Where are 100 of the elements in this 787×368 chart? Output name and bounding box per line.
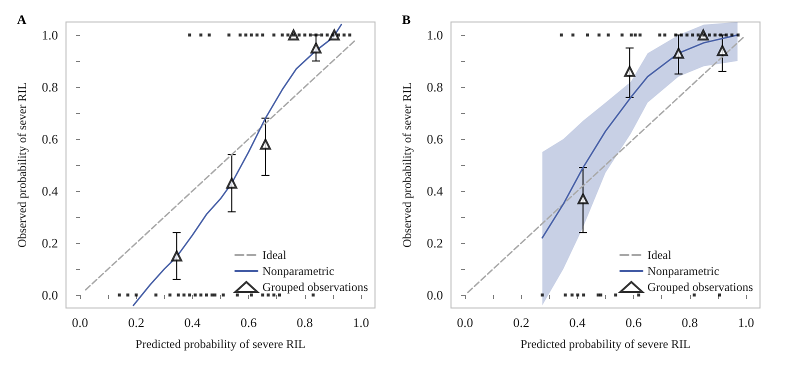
point <box>620 34 624 36</box>
point <box>134 294 138 296</box>
point <box>638 34 642 36</box>
point <box>714 34 717 36</box>
point <box>718 294 722 296</box>
point <box>261 294 264 296</box>
y-tick-label: 1.0 <box>42 28 58 42</box>
point <box>310 42 322 54</box>
y-axis-title: Observed probability of sever RIL <box>400 82 414 248</box>
point <box>208 34 211 36</box>
y-tick-label: 0.8 <box>42 80 58 94</box>
point <box>564 294 567 296</box>
y-tick-label: 0.8 <box>426 80 443 94</box>
point <box>168 294 172 296</box>
legend-label: Nonparametric <box>262 264 334 278</box>
point <box>730 34 734 36</box>
y-tick-label: 0.6 <box>426 132 444 146</box>
line-series <box>542 34 738 239</box>
point <box>256 34 259 36</box>
point <box>204 294 208 296</box>
x-tick-label: 0.2 <box>128 315 144 330</box>
point <box>303 34 306 36</box>
x-tick-label: 0.8 <box>682 315 698 330</box>
point <box>261 34 264 36</box>
point <box>673 48 684 59</box>
y-axis-title: Observed probability of sever RIL <box>15 82 29 248</box>
x-tick-label: 0.4 <box>184 315 202 330</box>
point <box>188 34 192 36</box>
point <box>272 34 276 36</box>
point <box>250 294 253 296</box>
x-tick-label: 0.2 <box>513 315 530 330</box>
point <box>571 34 574 36</box>
point <box>663 34 666 36</box>
x-tick-label: 1.0 <box>352 315 370 330</box>
point <box>236 294 239 296</box>
point <box>199 294 202 296</box>
point <box>624 66 636 77</box>
point <box>278 294 281 296</box>
point <box>599 294 602 296</box>
x-tick-label: 0.6 <box>625 315 642 330</box>
point <box>213 294 216 296</box>
point <box>637 294 640 296</box>
x-tick-label: 0.0 <box>72 315 88 330</box>
point <box>614 294 618 296</box>
point <box>716 45 728 56</box>
legend-label: Grouped observations <box>262 280 368 294</box>
point <box>696 34 700 36</box>
point <box>210 294 214 296</box>
y-tick-label: 0.0 <box>42 288 58 302</box>
point <box>250 34 253 36</box>
x-tick-label: 0.4 <box>569 315 586 330</box>
point <box>691 34 694 36</box>
point <box>724 34 728 36</box>
point <box>634 34 637 36</box>
point <box>692 294 696 296</box>
chart-title: A <box>17 12 27 27</box>
point <box>606 34 610 36</box>
point <box>266 294 270 296</box>
point <box>199 34 202 36</box>
x-axis-title: Predicted probability of severe RIL <box>520 337 690 351</box>
chart-title: B <box>402 12 411 27</box>
point <box>227 34 230 36</box>
point <box>578 193 589 204</box>
point <box>570 294 574 296</box>
point <box>260 138 271 150</box>
point <box>680 34 683 36</box>
point <box>586 34 590 36</box>
point <box>560 34 563 36</box>
point <box>658 34 662 36</box>
x-tick-label: 0.0 <box>456 315 474 330</box>
x-tick-label: 0.6 <box>240 315 258 330</box>
point <box>238 34 242 36</box>
point <box>326 34 329 36</box>
point <box>540 294 544 296</box>
point <box>280 34 284 36</box>
point <box>118 294 121 296</box>
y-tick-label: 0.6 <box>42 132 58 146</box>
y-tick-label: 0.4 <box>42 184 58 198</box>
point <box>286 34 290 36</box>
point <box>598 34 601 36</box>
y-tick-label: 1.0 <box>426 28 443 42</box>
point <box>320 34 324 36</box>
point <box>298 34 301 36</box>
point <box>336 34 340 36</box>
y-tick-label: 0.2 <box>42 236 58 250</box>
point <box>308 34 312 36</box>
point <box>719 34 722 36</box>
point <box>630 34 633 36</box>
legend-label: Nonparametric <box>647 264 720 278</box>
x-axis-title: Predicted probability of severe RIL <box>136 337 306 351</box>
point <box>171 250 182 262</box>
point <box>582 294 586 296</box>
legend-label: Ideal <box>262 248 288 262</box>
point <box>348 34 352 36</box>
x-tick-label: 1.0 <box>738 315 754 330</box>
legend-label: Grouped observations <box>647 280 754 294</box>
point <box>244 34 248 36</box>
point <box>272 294 276 296</box>
point <box>576 294 580 296</box>
point <box>222 294 225 296</box>
